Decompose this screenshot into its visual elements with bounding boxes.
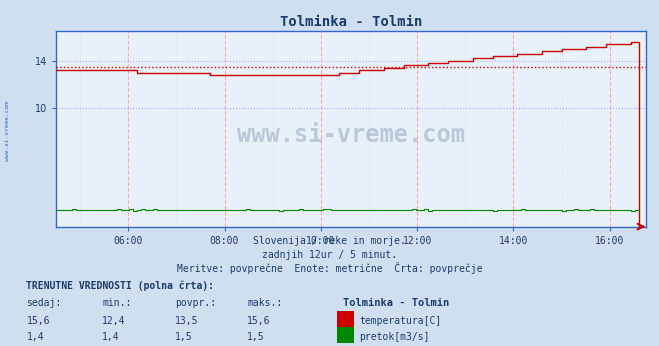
- Text: pretok[m3/s]: pretok[m3/s]: [359, 332, 430, 342]
- Text: 12,4: 12,4: [102, 316, 126, 326]
- Text: Meritve: povprečne  Enote: metrične  Črta: povprečje: Meritve: povprečne Enote: metrične Črta:…: [177, 262, 482, 274]
- Text: min.:: min.:: [102, 298, 132, 308]
- Text: 15,6: 15,6: [247, 316, 271, 326]
- Text: zadnjih 12ur / 5 minut.: zadnjih 12ur / 5 minut.: [262, 250, 397, 260]
- Text: Tolminka - Tolmin: Tolminka - Tolmin: [343, 298, 449, 308]
- Text: sedaj:: sedaj:: [26, 298, 61, 308]
- Text: 1,5: 1,5: [247, 332, 265, 342]
- Text: 1,4: 1,4: [26, 332, 44, 342]
- Text: Slovenija / reke in morje.: Slovenija / reke in morje.: [253, 236, 406, 246]
- Text: temperatura[C]: temperatura[C]: [359, 316, 442, 326]
- Text: www.si-vreme.com: www.si-vreme.com: [5, 101, 11, 162]
- Text: povpr.:: povpr.:: [175, 298, 215, 308]
- Text: maks.:: maks.:: [247, 298, 282, 308]
- Text: 1,4: 1,4: [102, 332, 120, 342]
- Text: www.si-vreme.com: www.si-vreme.com: [237, 123, 465, 147]
- Text: 13,5: 13,5: [175, 316, 198, 326]
- Text: 15,6: 15,6: [26, 316, 50, 326]
- Text: TRENUTNE VREDNOSTI (polna črta):: TRENUTNE VREDNOSTI (polna črta):: [26, 280, 214, 291]
- Text: 1,5: 1,5: [175, 332, 192, 342]
- Title: Tolminka - Tolmin: Tolminka - Tolmin: [279, 15, 422, 29]
